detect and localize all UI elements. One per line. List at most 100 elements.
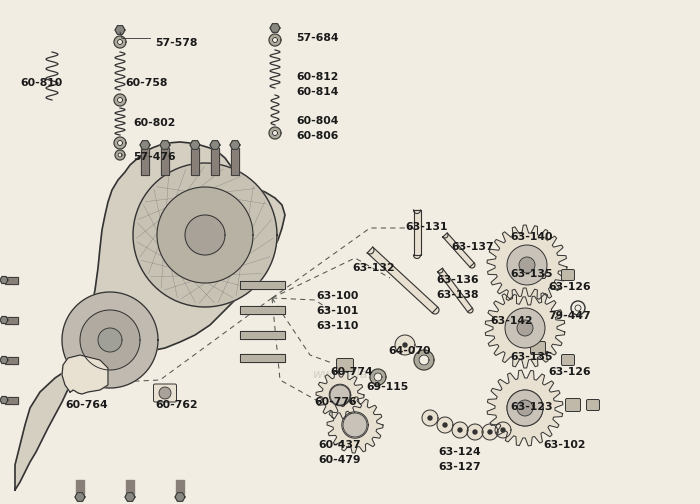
Circle shape <box>571 301 585 315</box>
Polygon shape <box>126 480 134 495</box>
Polygon shape <box>175 493 185 501</box>
Text: 63-137: 63-137 <box>451 242 494 252</box>
FancyBboxPatch shape <box>337 358 354 371</box>
Polygon shape <box>190 141 200 149</box>
Polygon shape <box>240 281 285 289</box>
Polygon shape <box>191 148 199 175</box>
Polygon shape <box>240 306 285 314</box>
Polygon shape <box>76 480 84 495</box>
Polygon shape <box>437 417 453 433</box>
Polygon shape <box>468 308 473 313</box>
Polygon shape <box>395 335 415 355</box>
Polygon shape <box>80 310 140 370</box>
Polygon shape <box>414 210 421 255</box>
Polygon shape <box>140 141 150 149</box>
Polygon shape <box>272 37 277 42</box>
Polygon shape <box>272 131 277 136</box>
Polygon shape <box>5 277 18 283</box>
Polygon shape <box>161 148 169 175</box>
Polygon shape <box>115 26 125 34</box>
Text: 60-437: 60-437 <box>318 440 360 450</box>
Circle shape <box>507 245 547 285</box>
Text: 64-070: 64-070 <box>388 346 430 356</box>
Circle shape <box>575 305 581 311</box>
Text: 63-101: 63-101 <box>316 306 358 316</box>
Polygon shape <box>458 428 462 432</box>
Polygon shape <box>176 480 184 495</box>
Polygon shape <box>75 493 85 501</box>
Polygon shape <box>0 277 8 283</box>
Circle shape <box>517 320 533 336</box>
Text: 57-476: 57-476 <box>133 152 176 162</box>
Text: 60-806: 60-806 <box>296 131 338 141</box>
Polygon shape <box>495 422 511 438</box>
Polygon shape <box>98 328 122 352</box>
Polygon shape <box>133 163 277 307</box>
FancyBboxPatch shape <box>531 266 545 279</box>
Text: 60-810: 60-810 <box>20 78 62 88</box>
Text: 63-136: 63-136 <box>436 275 479 285</box>
Text: 63-102: 63-102 <box>543 440 585 450</box>
Polygon shape <box>470 263 475 268</box>
Text: 60-804: 60-804 <box>296 116 338 126</box>
Text: www.wla.eu: www.wla.eu <box>312 368 388 382</box>
Polygon shape <box>403 343 407 347</box>
Circle shape <box>507 390 543 426</box>
Text: 69-115: 69-115 <box>366 382 408 392</box>
Polygon shape <box>270 24 280 32</box>
Text: 63-135: 63-135 <box>510 269 552 279</box>
Text: 63-124: 63-124 <box>438 447 481 457</box>
FancyBboxPatch shape <box>566 399 580 411</box>
Polygon shape <box>316 371 364 419</box>
Polygon shape <box>452 422 468 438</box>
Polygon shape <box>210 141 220 149</box>
Polygon shape <box>327 397 383 453</box>
Polygon shape <box>0 317 8 324</box>
Circle shape <box>343 413 367 437</box>
Text: 60-802: 60-802 <box>133 118 176 128</box>
Polygon shape <box>487 370 563 446</box>
Polygon shape <box>422 410 438 426</box>
Polygon shape <box>231 148 239 175</box>
Polygon shape <box>368 247 374 254</box>
FancyBboxPatch shape <box>153 384 176 402</box>
Polygon shape <box>185 215 225 255</box>
Polygon shape <box>118 39 122 44</box>
Polygon shape <box>114 36 126 48</box>
Text: 79-447: 79-447 <box>548 311 591 321</box>
Text: 60-764: 60-764 <box>65 400 108 410</box>
Text: 60-776: 60-776 <box>314 397 356 407</box>
Polygon shape <box>141 148 149 175</box>
Polygon shape <box>157 187 253 283</box>
Polygon shape <box>118 97 122 102</box>
FancyBboxPatch shape <box>561 354 575 365</box>
Polygon shape <box>230 141 240 149</box>
Text: 63-123: 63-123 <box>510 402 552 412</box>
Text: 60-774: 60-774 <box>330 367 372 377</box>
Circle shape <box>517 400 533 416</box>
Polygon shape <box>5 356 18 363</box>
Polygon shape <box>62 292 158 388</box>
Text: 63-138: 63-138 <box>436 290 479 300</box>
Polygon shape <box>118 153 122 157</box>
Polygon shape <box>240 354 285 362</box>
Polygon shape <box>443 423 447 427</box>
Polygon shape <box>428 416 432 420</box>
Polygon shape <box>269 34 281 46</box>
Polygon shape <box>443 233 448 238</box>
Polygon shape <box>269 127 281 139</box>
FancyBboxPatch shape <box>587 400 599 410</box>
Polygon shape <box>0 356 8 363</box>
Polygon shape <box>114 94 126 106</box>
Circle shape <box>330 385 350 405</box>
Text: 63-127: 63-127 <box>438 462 481 472</box>
Polygon shape <box>443 233 474 267</box>
Polygon shape <box>160 141 170 149</box>
Polygon shape <box>370 369 386 385</box>
Text: 60-758: 60-758 <box>125 78 167 88</box>
Polygon shape <box>211 148 219 175</box>
Polygon shape <box>488 430 492 434</box>
Text: 57-578: 57-578 <box>155 38 197 48</box>
Polygon shape <box>438 268 443 273</box>
Polygon shape <box>485 288 565 368</box>
